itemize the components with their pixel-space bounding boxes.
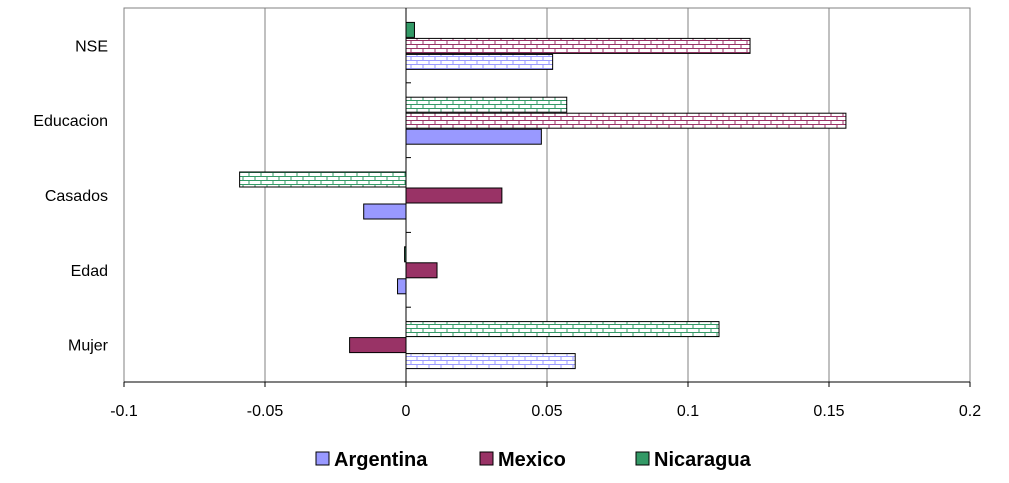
legend-swatch-mexico: [479, 451, 494, 466]
x-tick-label: 0.1: [677, 403, 699, 420]
bar-argentina: [405, 53, 554, 70]
bar-mexico: [405, 112, 847, 129]
category-label: Mujer: [68, 338, 109, 355]
legend-swatch-nicaragua: [635, 451, 650, 466]
x-tick-label: -0.05: [247, 403, 284, 420]
bar-argentina: [405, 128, 542, 145]
grid-layer: [123, 7, 971, 383]
category-label: NSE: [75, 38, 108, 55]
bar-nicaragua: [405, 96, 568, 113]
bar-mexico: [349, 337, 407, 354]
axis-layer: -0.1 -0.05 0 0.05 0.1 0.15 0.2 NSE Educacion Casa…: [33, 8, 981, 420]
bar-argentina: [397, 278, 407, 295]
x-tick-label: 0.05: [531, 403, 562, 420]
bar-mexico: [405, 262, 438, 279]
legend-label-argentina: Argentina: [334, 449, 428, 471]
legend-swatch-argentina: [315, 451, 330, 466]
bar-mexico: [405, 37, 751, 54]
bar-argentina: [405, 353, 576, 370]
category-label: Casados: [45, 188, 108, 205]
bar-argentina: [363, 203, 407, 220]
category-label: Educacion: [33, 113, 108, 130]
legend-label-nicaragua: Nicaragua: [654, 449, 752, 471]
bar-nicaragua: [405, 321, 720, 338]
legend: Argentina Mexico Nicaragua: [315, 449, 752, 471]
bar-mexico: [405, 187, 503, 204]
x-tick-label: 0: [402, 403, 411, 420]
bar-nicaragua: [405, 21, 415, 38]
category-label: Edad: [71, 263, 108, 280]
legend-label-mexico: Mexico: [498, 449, 566, 471]
x-tick-label: -0.1: [110, 403, 138, 420]
x-tick-label: 0.2: [959, 403, 981, 420]
bar-nicaragua: [239, 171, 407, 188]
x-tick-label: 0.15: [813, 403, 844, 420]
bars-layer: [239, 21, 847, 370]
